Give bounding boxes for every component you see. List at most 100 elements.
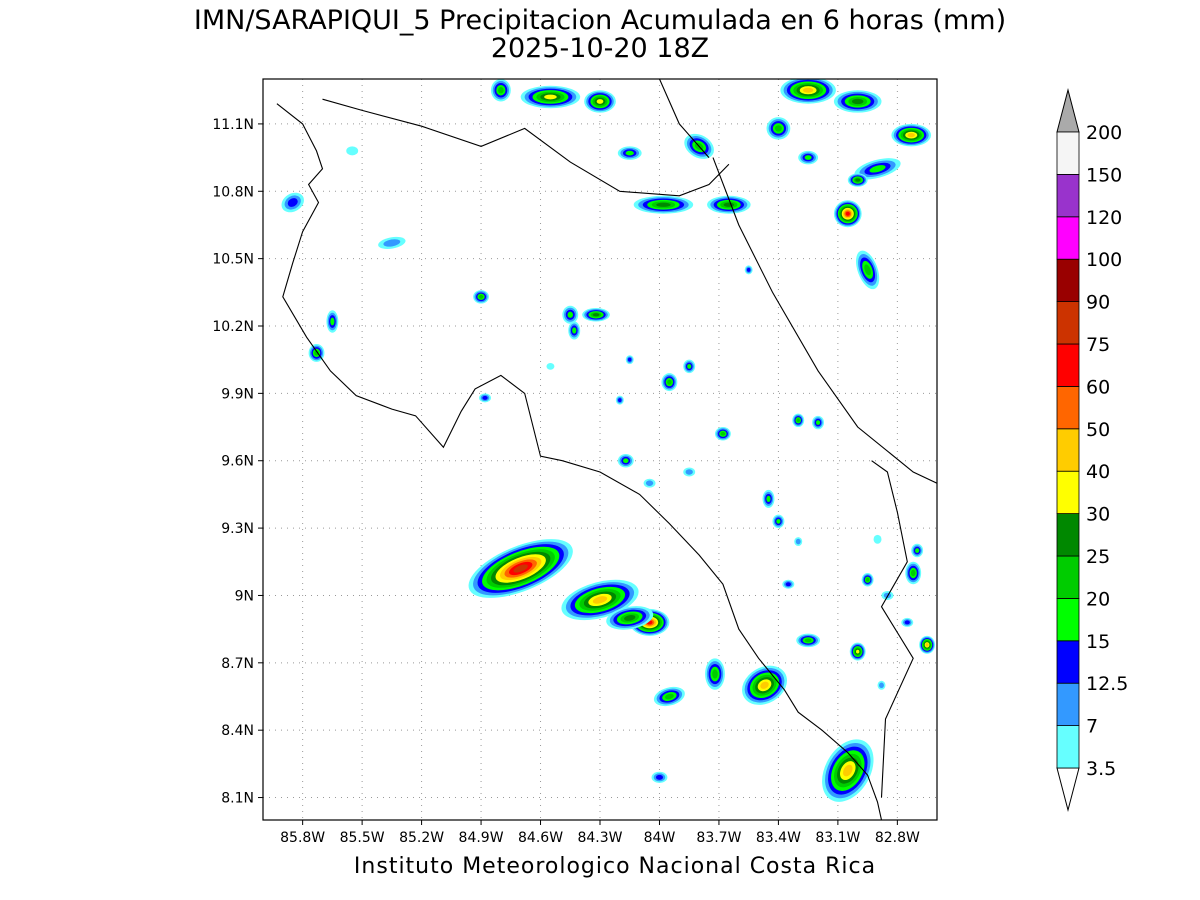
- precip-cell: [520, 85, 581, 109]
- colorbar-label: 60: [1086, 376, 1110, 398]
- precip-contour: [618, 398, 622, 403]
- precip-cell: [625, 355, 634, 365]
- precip-cell: [766, 117, 791, 140]
- precip-contour: [624, 615, 636, 621]
- precip-cell: [683, 359, 696, 374]
- precip-contour: [802, 87, 814, 93]
- lon-tick-label: 84W: [644, 830, 676, 846]
- colorbar-label: 25: [1086, 546, 1110, 568]
- panama-border: [871, 460, 914, 798]
- lon-tick-label: 85.5W: [340, 830, 385, 846]
- colorbar-swatch: [1056, 640, 1080, 684]
- precip-contour: [785, 582, 791, 587]
- precip-contour: [856, 649, 860, 654]
- precip-cell: [798, 150, 819, 165]
- colorbar-label: 20: [1086, 588, 1110, 610]
- precip-contour: [851, 98, 864, 105]
- precip-cell: [901, 617, 914, 627]
- precip-contour: [592, 596, 608, 604]
- precip-contour: [685, 469, 693, 475]
- lon-tick-label: 85.2W: [399, 830, 444, 846]
- lat-tick-label: 9.3N: [221, 521, 254, 537]
- precip-cell: [861, 573, 874, 587]
- precip-cell: [615, 395, 624, 405]
- precip-contour: [873, 534, 882, 544]
- colorbar-swatch: [1056, 682, 1080, 727]
- precip-contour: [664, 693, 674, 700]
- precip-cell: [651, 771, 668, 783]
- longitude-axis: 85.8W 85.5W 85.2W 84.9W 84.6W 84.3W 84W 83.7W 83…: [280, 820, 920, 846]
- lon-tick-label: 84.3W: [577, 830, 622, 846]
- precip-cell: [919, 635, 936, 654]
- precip-cell: [707, 195, 751, 214]
- footer-credit: Instituto Meteorologico Nacional Costa R…: [353, 854, 877, 879]
- precip-cell: [833, 200, 862, 228]
- precip-cell: [683, 467, 696, 477]
- precip-contour: [712, 669, 718, 679]
- precip-cell: [705, 658, 725, 690]
- precip-cell: [479, 393, 491, 403]
- pacific-coastline: [276, 103, 883, 820]
- precip-cell: [847, 173, 868, 187]
- colorbar-swatch: [1056, 470, 1080, 515]
- precip-cell: [617, 146, 642, 160]
- san-juan-river: [658, 79, 710, 158]
- precip-cell: [714, 427, 731, 441]
- precip-cell: [891, 123, 932, 147]
- precip-contour: [869, 165, 886, 173]
- precip-cell: [346, 146, 359, 156]
- precip-cell: [568, 321, 581, 340]
- precipitation-field: [281, 79, 936, 802]
- precip-contour: [796, 418, 800, 423]
- precip-cell: [812, 415, 825, 430]
- precip-cell: [742, 665, 788, 705]
- precip-contour: [879, 682, 884, 689]
- map-background: [263, 79, 937, 820]
- latitude-axis: 8.1N 8.4N 8.7N 9N 9.3N 9.6N 9.9N 10.2N 10.5N 10.8…: [212, 117, 263, 807]
- lat-tick-label: 9.6N: [221, 454, 254, 470]
- precip-cell: [562, 305, 579, 324]
- precip-contour: [855, 178, 861, 182]
- precip-cell: [856, 250, 880, 290]
- precip-contour: [330, 317, 335, 326]
- precip-contour: [627, 357, 632, 362]
- lon-tick-label: 84.9W: [459, 830, 504, 846]
- precip-contour: [513, 564, 528, 573]
- precip-contour: [656, 202, 671, 207]
- lat-tick-label: 8.7N: [221, 656, 254, 672]
- colorbar-label: 12.5: [1086, 673, 1128, 695]
- colorbar-label: 100: [1086, 249, 1122, 271]
- precip-contour: [864, 264, 871, 276]
- colorbar-label: 150: [1086, 164, 1122, 186]
- colorbar-swatch: [1056, 598, 1080, 642]
- lat-tick-label: 9.9N: [221, 386, 254, 402]
- lon-tick-label: 82.8W: [875, 830, 920, 846]
- lon-tick-label: 85.8W: [280, 830, 325, 846]
- precip-contour: [845, 211, 850, 216]
- precip-contour: [723, 202, 735, 207]
- colorbar-label: 120: [1086, 207, 1122, 229]
- precip-contour: [925, 643, 929, 647]
- precip-cell: [792, 413, 805, 428]
- colorbar-label: 75: [1086, 334, 1110, 356]
- precip-contour: [498, 87, 504, 94]
- colorbar-swatch: [1056, 385, 1080, 430]
- colorbar-min-arrow: [1056, 767, 1080, 812]
- precip-cell: [617, 453, 634, 468]
- precip-cell: [762, 489, 775, 508]
- colorbar-label: 200: [1086, 122, 1122, 144]
- precip-cell: [833, 90, 882, 113]
- colorbar-swatch: [1056, 428, 1080, 472]
- precip-contour: [655, 774, 663, 780]
- precip-cell: [653, 686, 685, 707]
- precip-contour: [804, 155, 812, 160]
- colorbar-label: 50: [1086, 419, 1110, 441]
- precip-contour: [687, 364, 692, 369]
- colorbar-swatch: [1056, 258, 1080, 303]
- colorbar-label: 40: [1086, 461, 1110, 483]
- colorbar-label: 3.5: [1086, 758, 1116, 780]
- colorbar-swatch: [1056, 216, 1080, 260]
- precip-contour: [795, 538, 801, 545]
- precip-contour: [546, 363, 555, 370]
- colorbar-legend: 3.5 7 12.5 15 20 25 30 40 50 60 75 90 100 120 150 200: [1056, 88, 1128, 812]
